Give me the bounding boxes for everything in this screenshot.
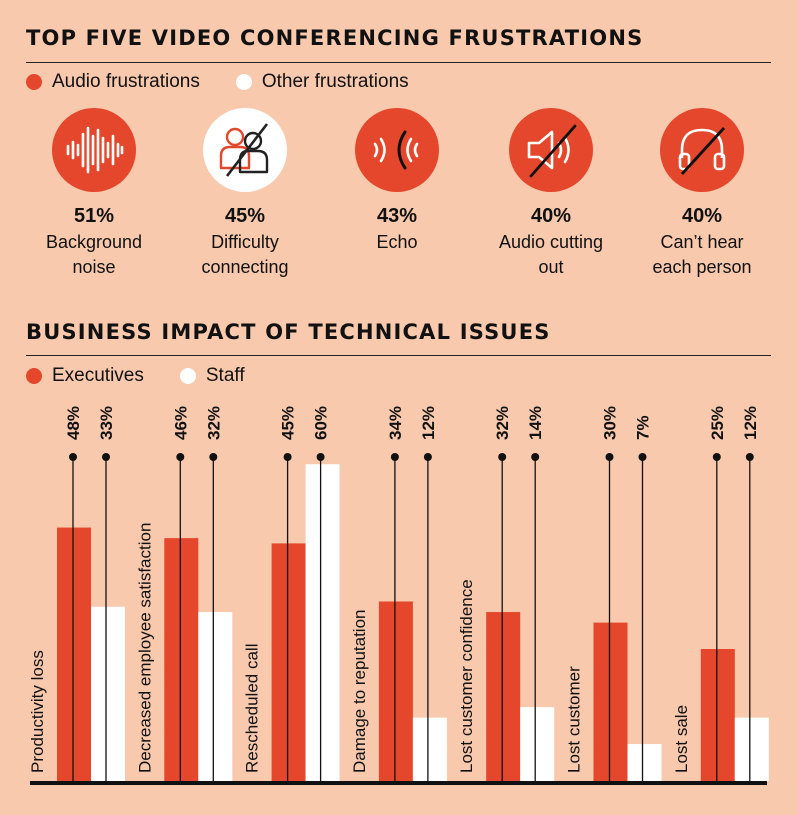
category-label: Rescheduled call: [243, 644, 262, 773]
category-label: Lost sale: [672, 705, 691, 773]
frustration-label: Echo: [312, 230, 482, 255]
sound-wave-icon: [52, 108, 136, 192]
data-label: 32%: [204, 406, 223, 440]
leader-dot: [638, 453, 647, 461]
bar-executives: [378, 601, 413, 781]
data-label: 45%: [279, 406, 298, 440]
data-label: 60%: [312, 406, 331, 440]
frustration-audio-cutting-out: 40% Audio cutting out: [466, 108, 636, 280]
category-label: Lost customer: [565, 666, 584, 773]
bar-executives: [700, 649, 735, 781]
frustration-label-line1: Can’t hear: [660, 232, 744, 252]
frustration-background-noise: 51% Background noise: [9, 108, 179, 280]
data-label: 33%: [97, 406, 116, 440]
leader-dot: [712, 453, 721, 461]
leader-dot: [498, 453, 507, 461]
legend-item-staff: Staff: [179, 365, 245, 387]
legend-item-executives: Executives: [26, 365, 144, 387]
headphones-crossed-icon: [660, 108, 744, 192]
data-label: 7%: [634, 415, 653, 440]
frustrations-row: 51% Background noise 45% Difficulty c: [0, 108, 797, 288]
frustration-label-line1: Echo: [376, 232, 418, 252]
legend-swatch-audio: [26, 74, 42, 90]
bar-staff: [520, 707, 555, 781]
data-label: 48%: [64, 406, 83, 440]
data-label: 25%: [708, 406, 727, 440]
frustration-label: Audio cutting out: [466, 230, 636, 280]
section1-legend: Audio frustrations Other frustrations: [26, 70, 445, 94]
leader-dot: [605, 453, 614, 461]
frustration-difficulty-connecting: 45% Difficulty connecting: [160, 108, 330, 280]
leader-dot: [69, 453, 77, 461]
legend-label-other: Other frustrations: [261, 71, 409, 92]
leader-dot: [745, 453, 754, 461]
frustration-label-line2: noise: [72, 257, 116, 277]
bar-staff: [91, 606, 125, 781]
business-impact-chart: Productivity loss 48% 33% Decreased employe…: [28, 406, 769, 785]
echo-icon: [355, 108, 439, 192]
category-label: Damage to reputation: [350, 610, 369, 774]
bar-staff: [734, 717, 769, 781]
data-label: 14%: [526, 406, 545, 440]
data-label: 12%: [419, 406, 438, 440]
bar-staff: [198, 612, 233, 781]
leader-dot: [316, 453, 325, 461]
data-label: 34%: [386, 406, 405, 440]
category-label: Productivity loss: [28, 650, 47, 773]
bar-staff: [627, 744, 662, 781]
legend-swatch-executives: [26, 368, 42, 384]
legend-swatch-other: [235, 74, 252, 90]
legend-swatch-staff: [179, 368, 196, 384]
frustration-label-line2: connecting: [201, 257, 289, 277]
frustration-percent: 45%: [224, 205, 266, 227]
leader-dot: [209, 453, 218, 461]
frustration-percent: 51%: [73, 205, 115, 227]
leader-dot: [283, 453, 292, 461]
frustration-label-line2: each person: [652, 257, 752, 277]
frustration-echo: 43% Echo: [312, 108, 482, 255]
section2-title: BUSINESS IMPACT OF TECHNICAL ISSUES: [26, 320, 551, 344]
frustration-label-line1: Background: [45, 232, 143, 252]
leader-dot: [531, 453, 540, 461]
frustration-percent: 40%: [681, 205, 723, 227]
leader-dot: [102, 453, 110, 461]
bar-executives: [593, 622, 628, 781]
frustration-percent: 43%: [376, 205, 418, 227]
frustration-label: Background noise: [9, 230, 179, 280]
frustration-label-line1: Difficulty: [211, 232, 279, 252]
bar-staff: [412, 717, 447, 781]
legend-label-audio: Audio frustrations: [52, 71, 200, 92]
bar-executives: [57, 527, 91, 781]
category-label: Lost customer confidence: [457, 579, 476, 773]
legend-item-audio: Audio frustrations: [26, 71, 200, 93]
leader-dot: [176, 453, 185, 461]
people-crossed-icon: [203, 108, 287, 192]
data-label: 30%: [601, 406, 620, 440]
leader-dot: [390, 453, 399, 461]
bar-staff: [305, 464, 340, 781]
frustration-label: Can’t hear each person: [617, 230, 787, 280]
bar-executives: [164, 538, 199, 781]
legend-label-staff: Staff: [205, 365, 245, 386]
frustration-cant-hear: 40% Can’t hear each person: [617, 108, 787, 280]
data-label: 12%: [741, 406, 760, 440]
legend-item-other: Other frustrations: [235, 71, 409, 93]
data-label: 46%: [171, 406, 190, 440]
bar-executives: [486, 612, 521, 781]
section2-legend: Executives Staff: [26, 364, 281, 388]
leader-dot: [423, 453, 432, 461]
bar-executives: [271, 543, 306, 781]
frustration-label-line1: Audio cutting: [498, 232, 604, 252]
frustration-label: Difficulty connecting: [160, 230, 330, 280]
data-label: 32%: [493, 406, 512, 440]
section1-title: TOP FIVE VIDEO CONFERENCING FRUSTRATIONS: [26, 26, 644, 50]
legend-label-executives: Executives: [52, 365, 144, 386]
category-label: Decreased employee satisfaction: [135, 523, 154, 773]
frustration-label-line2: out: [538, 257, 564, 277]
section1-divider: [26, 62, 771, 63]
section2-divider: [26, 355, 771, 356]
speaker-muted-icon: [509, 108, 593, 192]
x-axis-baseline: [30, 781, 767, 785]
frustration-percent: 40%: [530, 205, 572, 227]
